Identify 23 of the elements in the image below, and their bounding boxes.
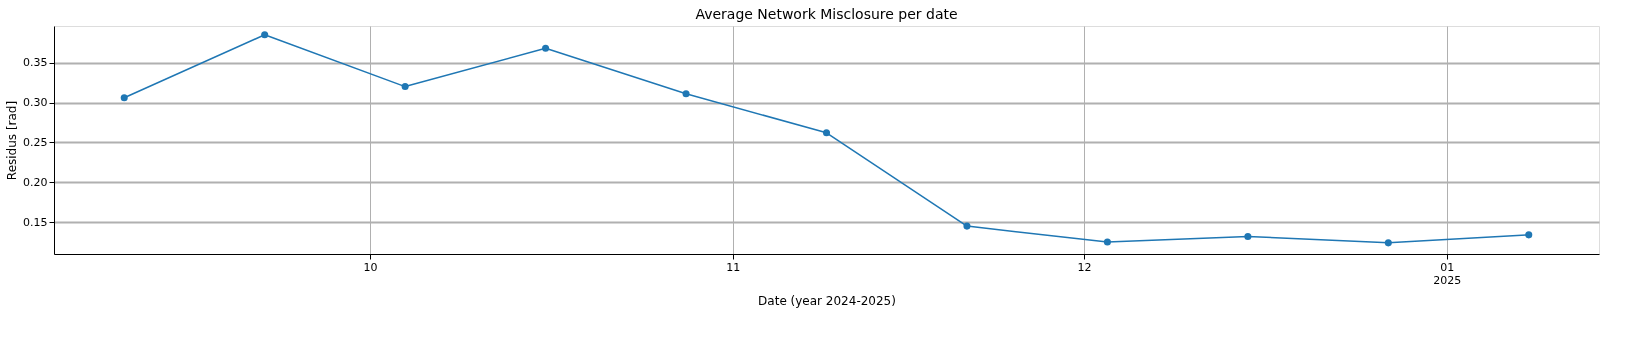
- point: [822, 129, 831, 137]
- x-axis-title: Date (year 2024-2025): [758, 293, 896, 308]
- x-tick-label: 10: [363, 260, 378, 274]
- point: [120, 94, 128, 102]
- chart-title: Average Network Misclosure per date: [695, 6, 958, 22]
- point: [963, 222, 971, 230]
- point: [1525, 231, 1533, 239]
- x-tick-label: 12: [1077, 260, 1092, 274]
- point: [1384, 239, 1392, 247]
- y-tick-label: 0.20: [23, 175, 48, 189]
- y-tick-label: 0.15: [23, 215, 48, 229]
- point: [1103, 238, 1111, 246]
- y-tick-label: 0.25: [23, 135, 48, 149]
- point: [401, 83, 409, 91]
- y-tick-label: 0.30: [23, 96, 48, 110]
- point: [1244, 232, 1252, 240]
- x-tick-label: 11: [726, 260, 741, 274]
- y-tick-label: 0.35: [23, 56, 48, 70]
- point: [261, 31, 269, 39]
- point: [542, 44, 550, 52]
- y-axis-title: Residus [rad]: [5, 100, 20, 181]
- x-tick-label: 01 2025: [1433, 260, 1462, 287]
- point: [682, 90, 690, 98]
